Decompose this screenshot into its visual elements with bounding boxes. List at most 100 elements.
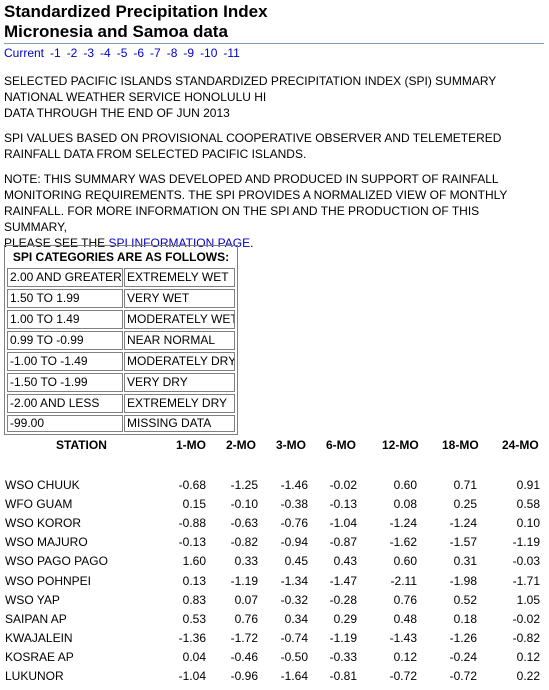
station-name: WFO GUAM [5,497,73,512]
spi-value: -0.02 [512,611,540,626]
station-name: WSO YAP [5,592,60,607]
intro-line: DATA THROUGH THE END OF JUN 2013 [4,106,230,120]
category-label: MODERATELY WET [124,310,235,329]
spi-value: 0.83 [182,592,206,607]
spi-value: 0.71 [453,478,477,492]
station-name: WSO CHUUK [5,478,80,492]
spi-value: 0.48 [393,611,417,626]
station-name: WSO MAJURO [5,535,88,550]
nav-link-minus-3[interactable]: -3 [83,46,95,60]
nav-link-current[interactable]: Current [4,46,45,60]
spi-value: -1.19 [230,573,258,588]
table-row: WSO CHUUK -0.68 -1.25 -1.46 -0.02 0.60 0.71 0.9… [0,476,549,495]
nav-link-minus-10[interactable]: -10 [200,46,218,60]
station-name: SAIPAN AP [5,611,67,626]
spi-value: -0.46 [230,649,258,664]
spi-value: 0.52 [453,592,477,607]
table-row: WFO GUAM 0.15 -0.10 -0.38 -0.13 0.08 0.25 0.58 [0,495,549,514]
spi-value: 0.13 [182,573,206,588]
spi-value: 0.31 [453,554,477,569]
spi-value: -1.98 [449,573,477,588]
spi-value: 0.76 [393,592,417,607]
nav-link-minus-1[interactable]: -1 [50,46,61,60]
spi-value: -0.74 [280,630,308,645]
spi-value: -1.57 [449,535,477,550]
category-range: 0.99 TO -0.99 [7,331,123,350]
station-name: WSO POHNPEI [5,573,92,588]
category-label: MISSING DATA [124,415,235,432]
table-row: WSO KOROR -0.88 -0.63 -0.76 -1.04 -1.24 -1.24 0… [0,514,549,533]
station-name: KOSRAE AP [5,649,74,664]
nav-link-minus-4[interactable]: -4 [100,46,111,60]
note-line: RAINFALL. FOR MORE INFORMATION ON THE SP… [4,204,480,234]
spi-value: 1.05 [516,592,540,607]
nav-link-minus-8[interactable]: -8 [166,46,178,60]
spi-value: -0.13 [178,535,206,550]
column-header-6mo: 6-MO [326,438,356,452]
table-row: SAIPAN AP 0.53 0.76 0.34 0.29 0.48 0.18 -0.02 [0,610,549,629]
category-range: -2.00 AND LESS [7,394,123,413]
nav-link-minus-2[interactable]: -2 [66,46,78,60]
spi-value: 0.12 [516,649,540,664]
intro-paragraph: SELECTED PACIFIC ISLANDS STANDARDIZED PR… [4,73,544,121]
table-row: LUKUNOR -1.04 -0.96 -1.64 -0.81 -0.72 -0.72 0.2… [0,667,549,686]
category-label: VERY DRY [124,373,235,392]
nav-link-minus-5[interactable]: -5 [116,46,128,60]
note-paragraph: NOTE: THIS SUMMARY WAS DEVELOPED AND PRO… [4,171,544,251]
spi-value: 1.60 [182,554,206,569]
spi-value: -1.72 [230,630,258,645]
spi-value: 0.45 [284,554,308,569]
spi-value: -1.19 [512,535,540,550]
intro-line: SELECTED PACIFIC ISLANDS STANDARDIZED PR… [4,74,497,88]
page-header: Standardized Precipitation Index Microne… [4,2,544,42]
spi-value: -0.13 [329,497,357,512]
nav-link-minus-9[interactable]: -9 [183,46,195,60]
note-text: PLEASE SEE THE [4,236,109,250]
provisional-line: SPI VALUES BASED ON PROVISIONAL COOPERAT… [4,131,502,145]
category-label: EXTREMELY DRY [124,394,235,413]
spi-information-link[interactable]: SPI INFORMATION PAGE [108,236,251,250]
spi-value: 0.29 [333,611,357,626]
nav-link-minus-6[interactable]: -6 [133,46,145,60]
spi-value: 0.33 [234,554,258,569]
nav-link-minus-11[interactable]: -11 [223,46,240,60]
category-range: -1.00 TO -1.49 [7,352,123,371]
column-header-18mo: 18-MO [442,438,479,452]
categories-heading: SPI CATEGORIES ARE AS FOLLOWS: [12,250,230,264]
note-line: MONITORING REQUIREMENTS. THE SPI PROVIDE… [4,188,508,202]
header-divider [4,43,544,44]
spi-value: -0.87 [329,535,357,550]
spi-value: -0.72 [389,669,417,683]
category-label: NEAR NORMAL [124,331,235,350]
note-text: . [250,236,254,250]
provisional-paragraph: SPI VALUES BASED ON PROVISIONAL COOPERAT… [4,130,544,162]
spi-value: -0.32 [280,592,308,607]
table-row: WSO POHNPEI 0.13 -1.19 -1.34 -1.47 -2.11 -1.98… [0,572,549,591]
category-range: 1.00 TO 1.49 [7,310,123,329]
spi-value: -1.25 [230,478,258,492]
category-range: -99.00 [7,415,123,432]
spi-value: 0.22 [516,669,540,683]
spi-value: -1.47 [329,573,357,588]
spi-value: -0.10 [230,497,258,512]
spi-value: -1.62 [389,535,417,550]
category-range: -1.50 TO -1.99 [7,373,123,392]
note-line: PLEASE SEE THE SPI INFORMATION PAGE. [4,235,544,251]
spi-value: -0.63 [230,516,258,531]
page-subtitle: Micronesia and Samoa data [4,22,228,41]
spi-value: -0.24 [449,649,477,664]
spi-value: 0.58 [516,497,540,512]
spi-value: 0.12 [393,649,417,664]
spi-value: 0.53 [182,611,206,626]
spi-value: 0.08 [393,497,417,512]
nav-link-minus-7[interactable]: -7 [150,46,161,60]
table-row: WSO PAGO PAGO 1.60 0.33 0.45 0.43 0.60 0.31 -0.… [0,552,549,571]
spi-value: -0.68 [178,478,206,492]
station-name: WSO KOROR [5,516,82,531]
spi-value: 0.18 [453,611,477,626]
table-row: WSO YAP 0.83 0.07 -0.32 -0.28 0.76 0.52 1.05 [0,591,549,610]
spi-value: -0.02 [329,478,357,492]
spi-value: -1.04 [178,669,206,683]
spi-value: 0.25 [453,497,477,512]
spi-value: 0.07 [234,592,258,607]
